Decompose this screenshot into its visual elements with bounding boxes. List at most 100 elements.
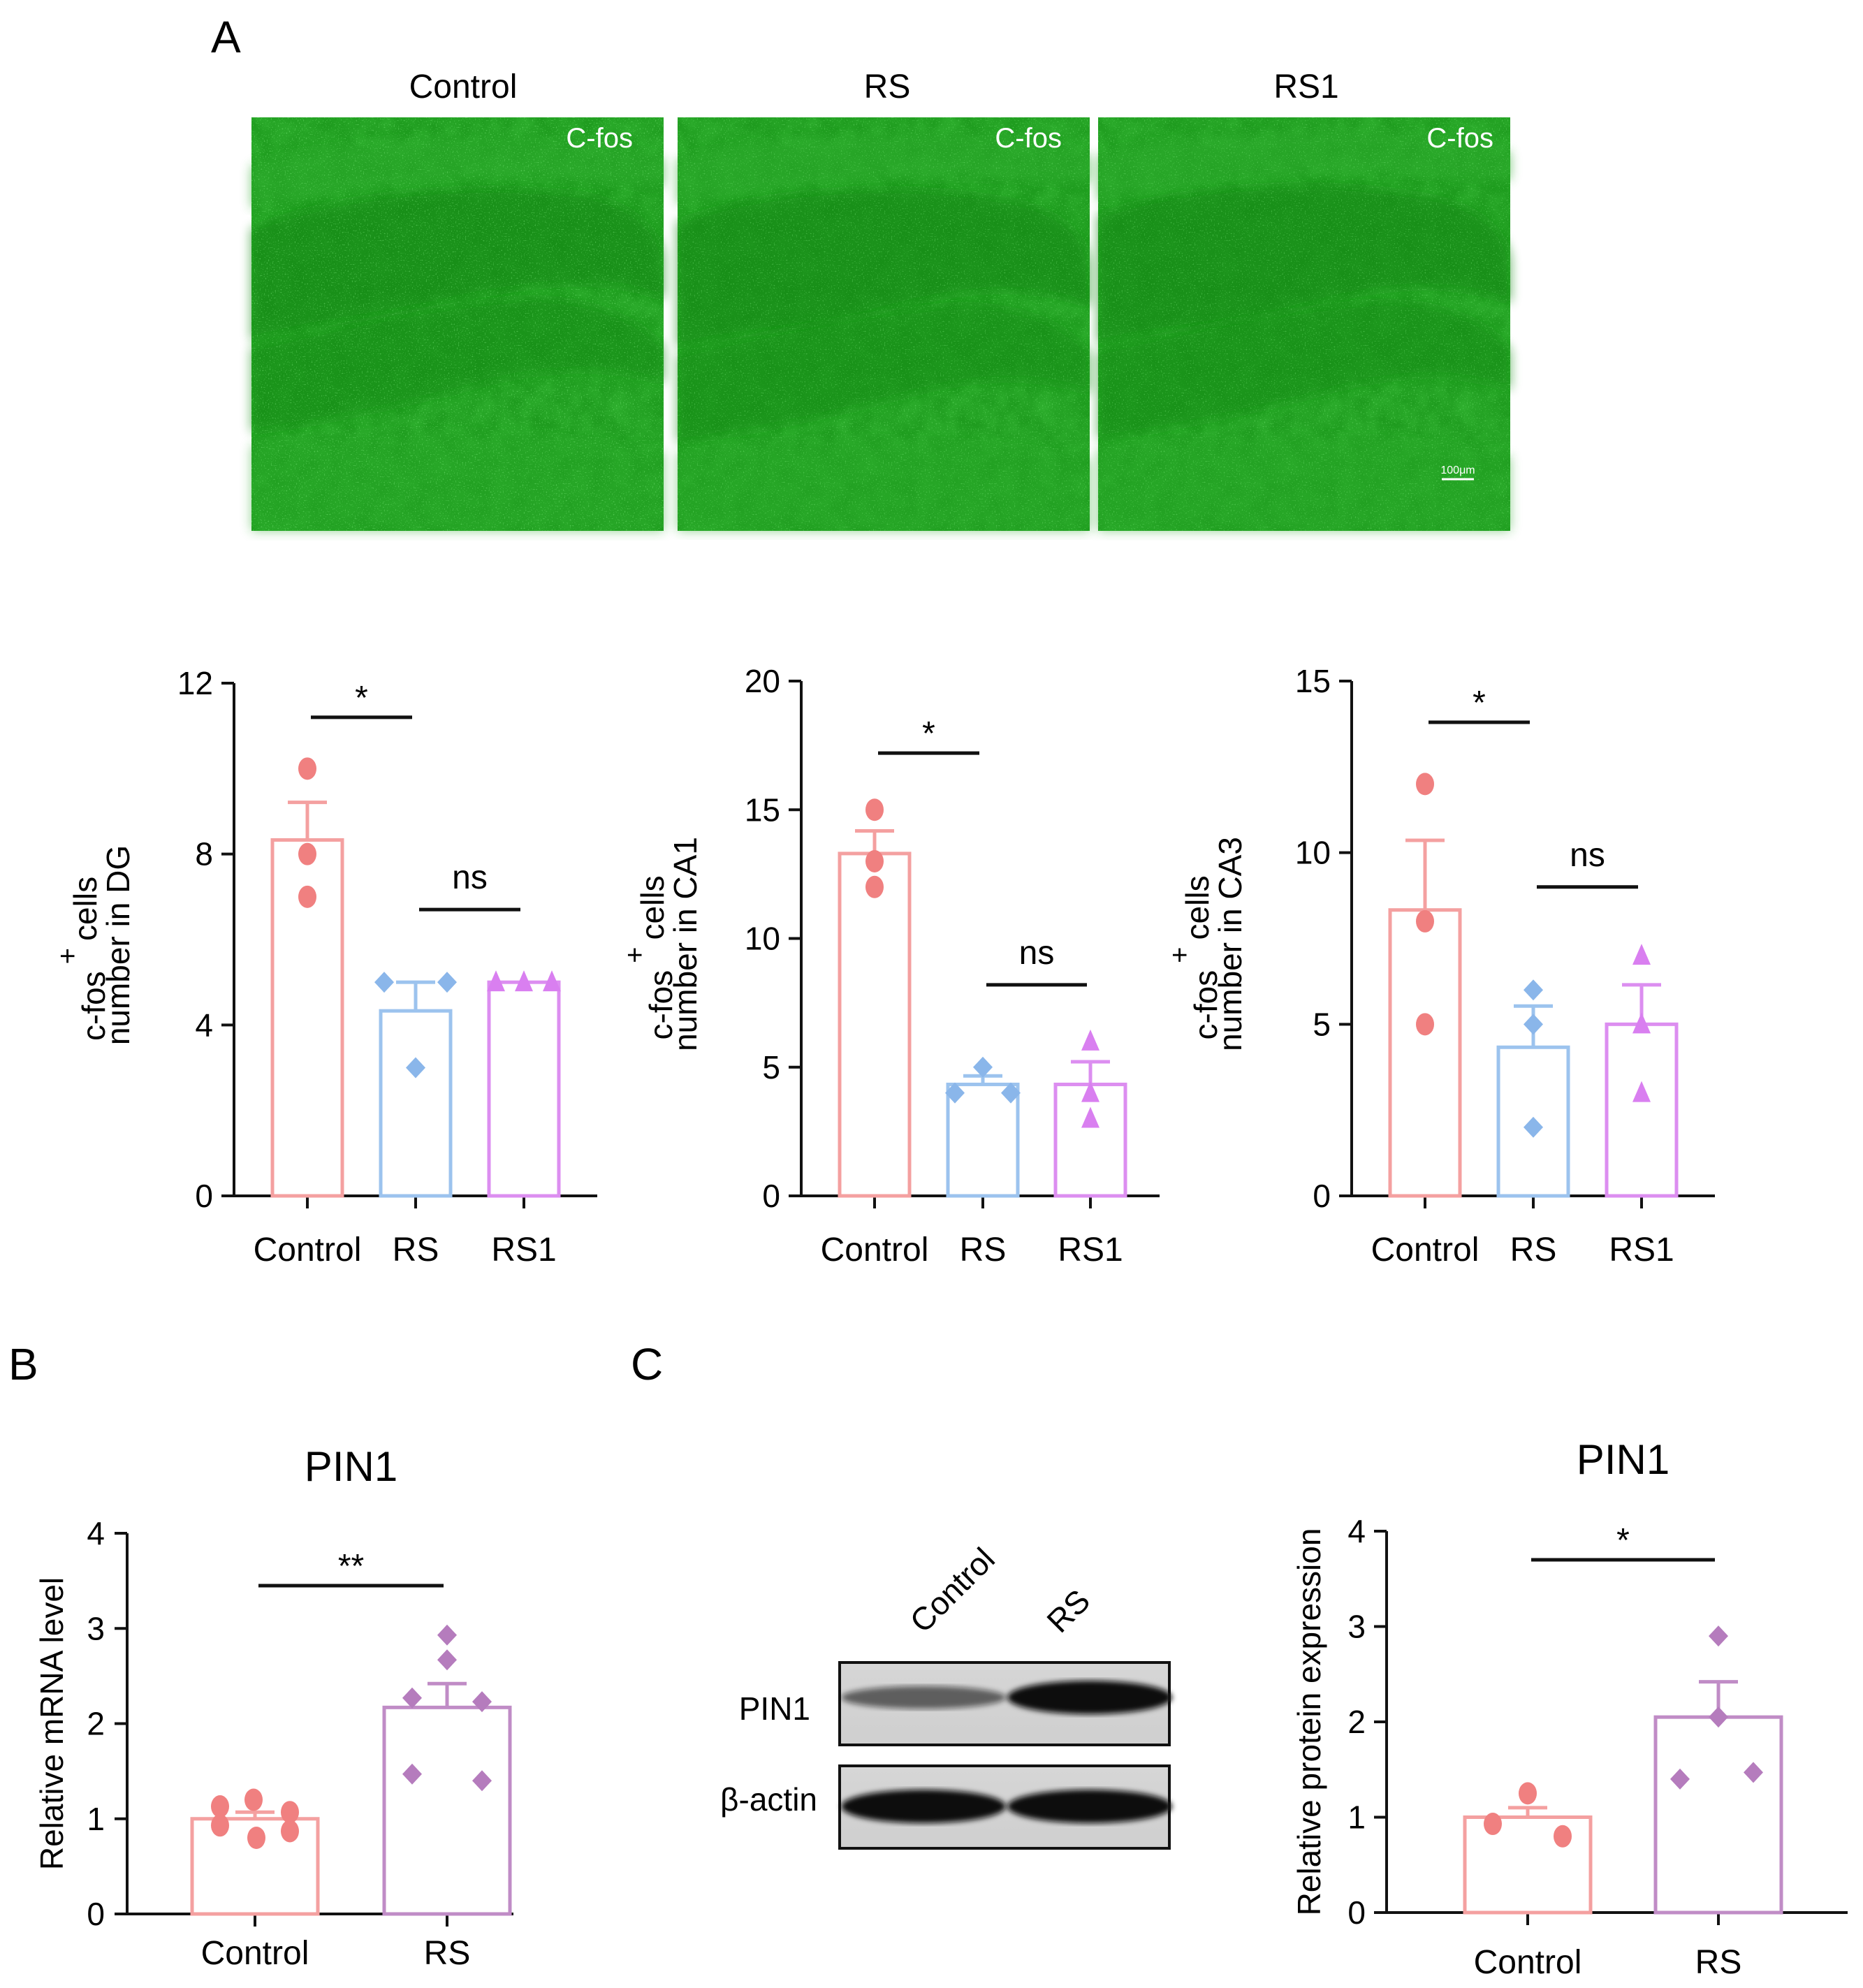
y-tick-label: 12	[177, 665, 213, 701]
micrograph-rs: C-fos	[678, 117, 1090, 531]
blot-row-label-actin: β-actin	[720, 1781, 817, 1818]
category-label: RS	[960, 1231, 1007, 1269]
chart-title: PIN1	[1577, 1436, 1670, 1483]
data-point	[281, 1801, 299, 1824]
y-tick-label: 2	[87, 1706, 105, 1742]
data-point	[298, 885, 316, 908]
significance-label: *	[355, 680, 368, 717]
micrograph-title-rs1: RS1	[1273, 68, 1338, 105]
data-point	[1524, 1014, 1543, 1035]
bar	[838, 852, 912, 1198]
significance-label: ns	[1570, 837, 1605, 874]
data-point	[298, 842, 316, 865]
y-tick-label: 4	[195, 1007, 213, 1043]
y-tick-label: 5	[1313, 1006, 1331, 1042]
y-tick-label: 3	[87, 1610, 105, 1646]
y-axis-title: Relative mRNA level	[34, 1577, 70, 1870]
y-axis-title-line2: number in DG	[100, 845, 136, 1045]
blot-lane-label-rs: RS	[1039, 1582, 1097, 1639]
data-point	[1416, 773, 1434, 796]
y-tick-label: 0	[1347, 1894, 1366, 1931]
y-axis-title-line2: number in CA3	[1212, 837, 1248, 1051]
blot-row-label-pin1: PIN1	[739, 1690, 810, 1727]
data-point	[472, 1691, 492, 1713]
data-point	[1081, 1029, 1099, 1051]
data-point	[1709, 1625, 1728, 1647]
stain-label: C-fos	[995, 123, 1062, 154]
category-label: Control	[1474, 1944, 1582, 1981]
y-tick-label: 1	[1347, 1799, 1366, 1836]
y-axis-title-line1: c-fos+cells	[1164, 875, 1224, 1039]
significance-label: *	[1616, 1522, 1630, 1559]
data-point	[487, 970, 505, 992]
data-point	[865, 875, 884, 898]
bar	[1388, 908, 1462, 1198]
data-point	[1632, 1081, 1651, 1102]
data-point	[1632, 1012, 1651, 1034]
blot-band-actin	[841, 1790, 1006, 1823]
data-point	[437, 1624, 457, 1646]
data-point	[374, 972, 394, 993]
data-point	[1416, 909, 1434, 933]
category-label: RS	[393, 1231, 439, 1269]
y-tick-label: 0	[87, 1896, 105, 1932]
category-label: RS1	[1058, 1231, 1123, 1269]
data-point	[1670, 1768, 1690, 1790]
data-point	[437, 1649, 457, 1671]
data-point	[281, 1820, 299, 1843]
data-point	[211, 1795, 229, 1818]
panel-letter-a: A	[211, 12, 241, 62]
bar	[382, 1705, 512, 1916]
bar	[379, 1009, 453, 1198]
scale-bar-label: 100μm	[1440, 465, 1475, 476]
data-point	[437, 972, 457, 993]
y-tick-label: 10	[1295, 835, 1331, 871]
data-point	[406, 1057, 425, 1079]
chart-b: 0 1 2 3 4 Control RS ** Relative mRNA level PIN1	[34, 1443, 513, 1972]
data-point	[472, 1770, 492, 1792]
category-label: RS	[1510, 1231, 1557, 1269]
y-tick-label: 0	[195, 1178, 213, 1214]
data-point	[1081, 1106, 1099, 1128]
category-label: Control	[254, 1231, 362, 1269]
significance-label: ns	[452, 859, 488, 896]
micrograph-rs1: C-fos 100μm	[1098, 117, 1510, 531]
y-tick-label: 3	[1347, 1609, 1366, 1645]
data-point	[1001, 1082, 1021, 1104]
bar	[946, 1082, 1020, 1198]
data-point	[865, 798, 884, 821]
y-axis-title: Relative protein expression	[1291, 1528, 1327, 1916]
category-label: RS	[1695, 1944, 1742, 1981]
stain-label: C-fos	[566, 123, 633, 154]
chart-c: 0 1 2 3 4 Control RS * Relative protein expressi…	[1291, 1436, 1848, 1981]
category-label: RS1	[1609, 1231, 1674, 1269]
bar	[487, 980, 561, 1198]
panel-letter-c: C	[631, 1339, 663, 1389]
y-tick-label: 0	[1313, 1178, 1331, 1214]
category-label: Control	[1371, 1231, 1480, 1269]
bar	[1653, 1715, 1783, 1915]
data-point	[402, 1763, 422, 1785]
data-point	[1524, 979, 1543, 1001]
category-label: RS1	[491, 1231, 556, 1269]
data-point	[1484, 1813, 1502, 1836]
chart-title: PIN1	[305, 1443, 397, 1490]
y-tick-label: 0	[762, 1178, 780, 1214]
data-point	[1416, 1013, 1434, 1036]
y-axis-title-line1: c-fos+cells	[620, 875, 679, 1039]
significance-label: *	[922, 715, 935, 752]
data-point	[515, 970, 533, 992]
y-tick-label: 4	[1347, 1513, 1366, 1549]
category-label: Control	[201, 1935, 309, 1972]
data-point	[1632, 944, 1651, 965]
micrograph-title-control: Control	[409, 68, 518, 105]
data-point	[1744, 1762, 1763, 1783]
y-tick-label: 4	[87, 1515, 105, 1551]
data-point	[543, 970, 561, 992]
blot-band-pin1	[841, 1686, 1006, 1709]
data-point	[945, 1082, 965, 1104]
y-tick-label: 8	[195, 836, 213, 872]
data-point	[402, 1687, 422, 1709]
